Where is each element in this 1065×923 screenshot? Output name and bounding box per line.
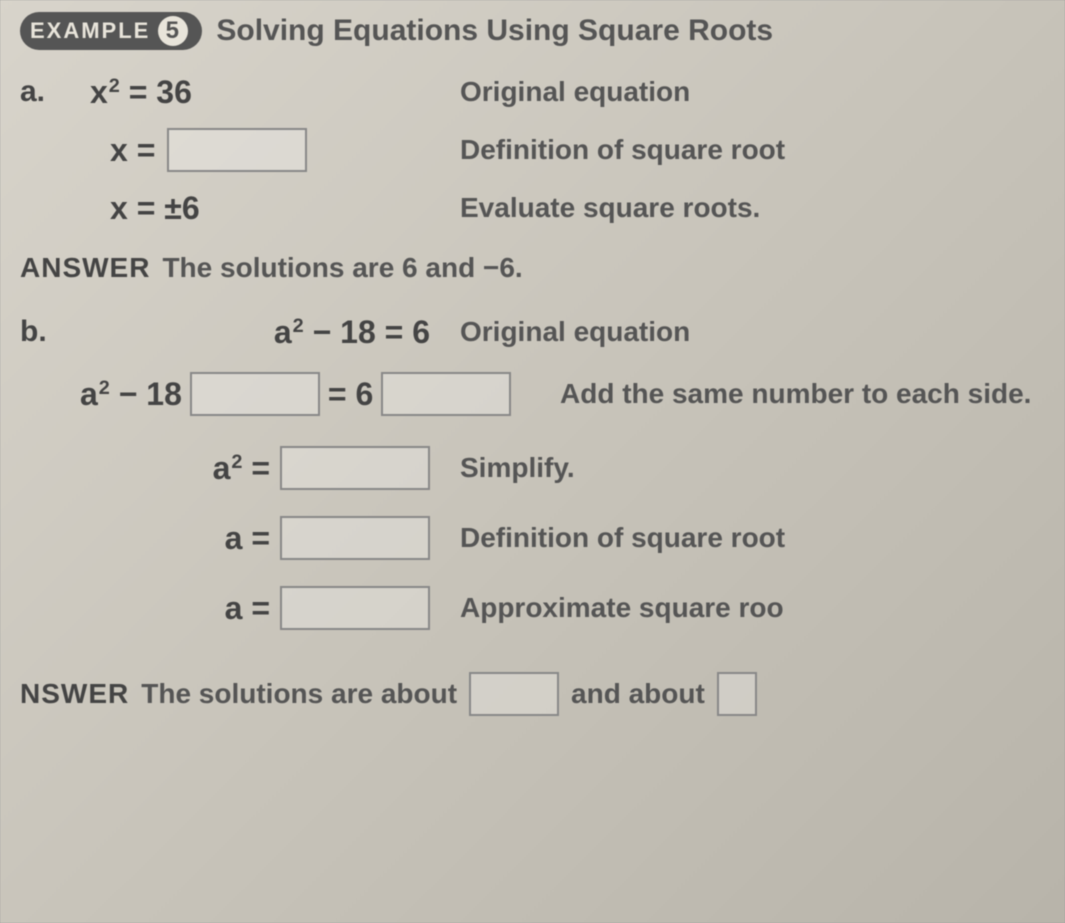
blank-b5[interactable] bbox=[280, 586, 430, 630]
eq-b2: a2 − 18 = 6 bbox=[80, 372, 560, 416]
example-pill: EXAMPLE 5 bbox=[20, 12, 202, 50]
part-a-label: a. bbox=[20, 75, 80, 109]
answer-a: ANSWER The solutions are 6 and −6. bbox=[20, 252, 1045, 284]
part-a-line1: a. x2 = 36 Original equation bbox=[20, 68, 1045, 116]
eq-a1-sup: 2 bbox=[109, 75, 120, 97]
desc-b5: Approximate square roo bbox=[460, 591, 1045, 625]
answer-a-text: The solutions are 6 and −6. bbox=[162, 252, 522, 284]
desc-a2: Definition of square root bbox=[460, 133, 1045, 167]
desc-b1: Original equation bbox=[460, 315, 1045, 349]
desc-b3: Simplify. bbox=[460, 451, 1045, 485]
eq-b1-pre: a bbox=[274, 314, 292, 350]
eq-a3: x = ±6 bbox=[80, 190, 460, 227]
blank-b3[interactable] bbox=[280, 446, 430, 490]
eq-b1-mid: − 18 = 6 bbox=[304, 314, 430, 350]
part-b-line4: a = Definition of square root bbox=[20, 514, 1045, 562]
eq-b3-mid: = bbox=[242, 450, 270, 486]
part-b-line2: a2 − 18 = 6 Add the same number to each … bbox=[20, 366, 1045, 422]
eq-b5: a = bbox=[80, 586, 460, 630]
eq-b2-mid: − 18 bbox=[110, 376, 182, 412]
eq-b1-sup: 2 bbox=[293, 315, 304, 337]
part-b-line1: b. a2 − 18 = 6 Original equation bbox=[20, 308, 1045, 356]
eq-a3-pre: x = ±6 bbox=[110, 190, 200, 227]
eq-b2-eq: = 6 bbox=[328, 376, 373, 413]
eq-b3: a2 = bbox=[80, 446, 460, 490]
pill-number: 5 bbox=[158, 16, 188, 46]
part-a-line2: x = Definition of square root bbox=[20, 126, 1045, 174]
eq-b4-pre: a = bbox=[225, 520, 270, 557]
desc-a3: Evaluate square roots. bbox=[460, 191, 1045, 225]
blank-a2[interactable] bbox=[167, 128, 307, 172]
eq-b4: a = bbox=[80, 516, 460, 560]
eq-b2-pre: a bbox=[80, 376, 98, 412]
eq-b2-sup: 2 bbox=[99, 377, 110, 399]
desc-b2: Add the same number to each side. bbox=[560, 377, 1045, 411]
answer-a-label: ANSWER bbox=[20, 252, 150, 284]
eq-a1: x2 = 36 bbox=[80, 74, 460, 111]
answer-b-text1: The solutions are about bbox=[141, 678, 457, 710]
eq-b3-pre: a bbox=[213, 450, 231, 486]
eq-b3-sup: 2 bbox=[231, 451, 242, 473]
blank-b2-right[interactable] bbox=[381, 372, 511, 416]
answer-b-label: NSWER bbox=[20, 678, 129, 710]
blank-b4[interactable] bbox=[280, 516, 430, 560]
part-b-line3: a2 = Simplify. bbox=[20, 444, 1045, 492]
pill-label: EXAMPLE bbox=[30, 18, 150, 44]
eq-a2: x = bbox=[80, 128, 460, 172]
part-b-line5: a = Approximate square roo bbox=[20, 584, 1045, 632]
example-header: EXAMPLE 5 Solving Equations Using Square… bbox=[20, 12, 1045, 50]
blank-b2-left[interactable] bbox=[190, 372, 320, 416]
eq-a2-pre: x = bbox=[110, 132, 155, 169]
desc-b4: Definition of square root bbox=[460, 521, 1045, 555]
part-b-label: b. bbox=[20, 315, 80, 349]
section-title: Solving Equations Using Square Roots bbox=[216, 14, 773, 48]
blank-answer-b1[interactable] bbox=[469, 672, 559, 716]
eq-b5-pre: a = bbox=[225, 590, 270, 627]
desc-a1: Original equation bbox=[460, 75, 1045, 109]
eq-a1-post: = 36 bbox=[120, 74, 192, 110]
worksheet-page: EXAMPLE 5 Solving Equations Using Square… bbox=[0, 0, 1065, 923]
eq-a1-pre: x bbox=[90, 74, 108, 110]
blank-answer-b2[interactable] bbox=[717, 672, 757, 716]
eq-b1: a2 − 18 = 6 bbox=[80, 314, 460, 351]
answer-b-text2: and about bbox=[571, 678, 705, 710]
answer-b: NSWER The solutions are about and about bbox=[20, 672, 1045, 716]
part-a-line3: x = ±6 Evaluate square roots. bbox=[20, 184, 1045, 232]
